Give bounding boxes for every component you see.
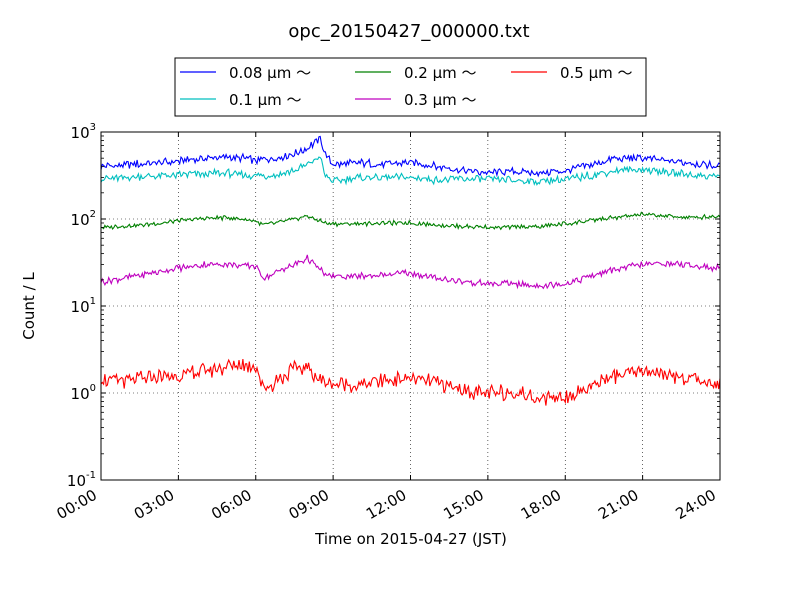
legend-frame <box>174 57 647 117</box>
series-line <box>100 254 721 290</box>
y-tick-label: 100 <box>71 383 96 403</box>
y-tick-label: 102 <box>71 209 96 229</box>
legend-label: 0.5 μm ～ <box>560 64 633 82</box>
series-line <box>100 135 721 178</box>
x-tick-label: 12:00 <box>363 486 409 523</box>
grid <box>101 132 720 480</box>
legend-label: 0.08 μm ～ <box>229 64 311 82</box>
x-axis-label: Time on 2015-04-27 (JST) <box>314 530 507 548</box>
legend: 0.08 μm ～ 0.1 μm ～ 0.2 μm ～ 0.3 μm ～ 0.5 μm … <box>174 57 647 117</box>
y-tick-label: 101 <box>71 296 96 316</box>
x-tick-label: 06:00 <box>208 486 254 523</box>
legend-label: 0.1 μm ～ <box>229 91 302 109</box>
legend-label: 0.3 μm ～ <box>404 91 477 109</box>
series-line <box>100 358 721 406</box>
x-tick-label: 21:00 <box>595 486 641 523</box>
series-line <box>100 156 721 186</box>
legend-label: 0.2 μm ～ <box>404 64 477 82</box>
y-tick-label: 10-1 <box>67 470 96 490</box>
ticks: 00:00 03:00 06:00 09:00 12:00 15:00 18:00 21:00… <box>54 122 721 523</box>
chart-title: opc_20150427_000000.txt <box>288 21 529 42</box>
x-tick-label: 18:00 <box>518 486 564 523</box>
y-axis-label: Count / L <box>20 272 38 340</box>
x-tick-label: 03:00 <box>131 486 177 523</box>
x-tick-label: 00:00 <box>54 486 100 523</box>
x-tick-label: 15:00 <box>440 486 486 523</box>
y-tick-label: 103 <box>71 122 96 142</box>
series-line <box>100 211 721 231</box>
x-tick-label: 24:00 <box>673 486 719 523</box>
x-tick-label: 09:00 <box>286 486 332 523</box>
series-lines <box>100 135 721 406</box>
